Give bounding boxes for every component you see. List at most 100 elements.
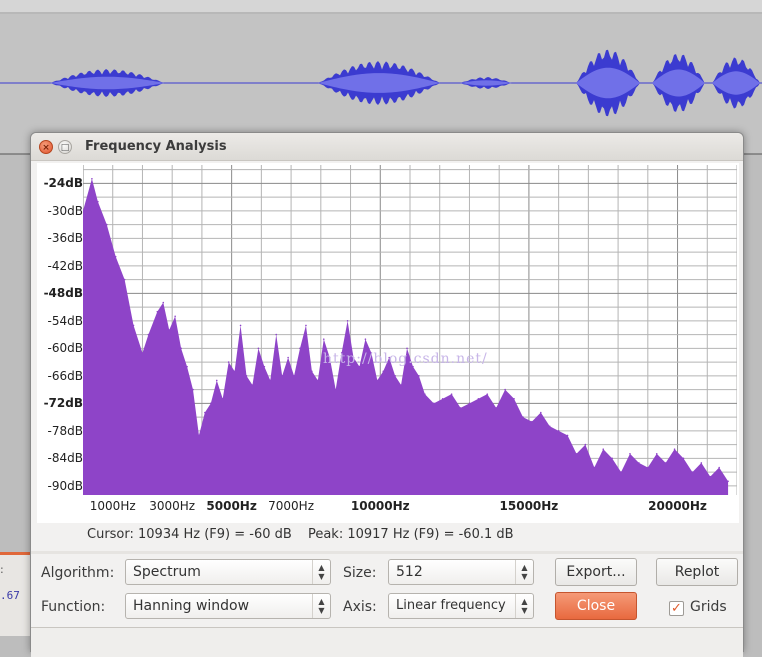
size-select[interactable]: 512 ▲ ▼ — [388, 559, 534, 585]
algorithm-value: Spectrum — [133, 564, 201, 580]
spectrum-point — [311, 370, 313, 373]
spectrum-point — [322, 338, 325, 340]
title-bar[interactable]: × □ Frequency Analysis — [31, 133, 743, 161]
x-tick-label: 5000Hz — [206, 499, 257, 513]
spectrum-point — [334, 388, 337, 391]
axis-select[interactable]: Linear frequency ▲ ▼ — [388, 593, 534, 619]
close-button[interactable]: Close — [555, 592, 637, 620]
spectrum-point — [557, 430, 560, 432]
x-tick-label: 10000Hz — [350, 499, 410, 513]
spectrum-point — [192, 388, 194, 391]
window-title: Frequency Analysis — [85, 139, 227, 154]
spectrum-point — [593, 466, 596, 469]
spectrum-point — [691, 471, 694, 473]
spectrum-point — [394, 375, 396, 377]
divider — [31, 551, 743, 554]
arrow-down-icon: ▼ — [318, 572, 325, 581]
function-label: Function: — [41, 599, 106, 615]
spectrum-point — [727, 480, 729, 483]
spectrum-point — [513, 397, 515, 400]
spectrum-point — [204, 411, 206, 414]
spectrum-point — [424, 393, 426, 395]
spectrum-point — [468, 402, 471, 405]
spectrum-point — [566, 434, 569, 437]
spectrum-point — [174, 315, 176, 318]
spectrum-point — [540, 411, 542, 414]
spectrum-point — [709, 475, 712, 478]
algorithm-select[interactable]: Spectrum ▲ ▼ — [125, 559, 331, 585]
spectrum-point — [114, 255, 117, 258]
waveform-clip-rms — [318, 73, 440, 93]
x-tick-label: 20000Hz — [648, 499, 707, 513]
spectrum-point — [620, 471, 622, 473]
x-tick-label: 7000Hz — [268, 499, 315, 513]
function-select[interactable]: Hanning window ▲ ▼ — [125, 593, 331, 619]
spectrum-area — [83, 178, 729, 495]
y-tick-label: -78dB — [47, 423, 83, 438]
waveform-clip-rms — [712, 71, 760, 95]
spectrum-point — [227, 361, 230, 363]
spectrum-point — [83, 210, 84, 212]
spectrum-point — [418, 375, 420, 377]
grids-label: Grids — [690, 599, 727, 615]
spectrum-point — [97, 200, 99, 203]
spectrum-point — [186, 365, 188, 368]
spectrum-chart[interactable] — [83, 165, 737, 495]
y-axis-labels: -24dB -30dB -36dB -42dB -48dB -54dB -60dB -66dB… — [37, 163, 83, 493]
background-waveform-track — [0, 0, 762, 155]
spectrum-point — [281, 375, 283, 377]
spectrum-point — [364, 338, 367, 340]
spin-arrows-icon: ▲ ▼ — [312, 594, 330, 618]
spectrum-point — [299, 347, 301, 350]
spectrum-point — [210, 402, 212, 405]
spectrum-point — [495, 407, 498, 409]
track-time-readout: .67 — [0, 589, 20, 602]
spectrum-point — [575, 452, 578, 455]
spectrum-point — [531, 420, 533, 423]
x-axis-labels: 1000Hz 3000Hz 5000Hz 7000Hz 10000Hz 15000Hz 20… — [83, 499, 737, 519]
spectrum-point — [602, 448, 605, 450]
grids-checkbox[interactable]: ✓ — [669, 601, 684, 616]
size-label: Size: — [343, 565, 377, 581]
spectrum-point — [215, 379, 218, 382]
spectrum-point — [647, 466, 649, 469]
spectrum-point — [147, 333, 150, 336]
spectrum-point — [370, 352, 373, 354]
arrow-up-icon: ▲ — [318, 563, 325, 572]
y-tick-label: -54dB — [47, 313, 83, 328]
spectrum-point — [682, 457, 685, 460]
window-close-icon[interactable]: × — [39, 140, 53, 154]
spectrum-point — [162, 301, 165, 304]
status-line: Cursor: 10934 Hz (F9) = -60 dB Peak: 109… — [87, 527, 526, 542]
spectrum-point — [287, 356, 289, 359]
spectrum-point — [477, 397, 480, 400]
spectrum-point — [629, 452, 631, 455]
spectrum-point — [251, 384, 254, 386]
export-button[interactable]: Export... — [555, 558, 637, 586]
axis-label: Axis: — [343, 599, 377, 615]
spectrum-point — [718, 466, 720, 469]
spectrum-point — [328, 356, 331, 359]
spectrum-plot[interactable]: -24dB -30dB -36dB -42dB -48dB -54dB -60dB -66dB… — [37, 163, 739, 523]
spectrum-point — [317, 379, 319, 382]
spectrum-point — [382, 370, 385, 373]
spectrum-point — [522, 416, 524, 418]
spectrum-point — [441, 397, 444, 400]
y-tick-label: -84dB — [47, 451, 83, 466]
spectrum-point — [352, 356, 355, 359]
spectrum-point — [504, 388, 506, 391]
spectrum-point — [346, 320, 349, 322]
replot-button[interactable]: Replot — [656, 558, 738, 586]
function-value: Hanning window — [133, 598, 250, 614]
spectrum-point — [700, 462, 703, 464]
arrow-down-icon: ▼ — [318, 606, 325, 615]
size-value: 512 — [396, 564, 423, 580]
frequency-analysis-dialog: × □ Frequency Analysis -24dB -30dB -36dB -4… — [30, 132, 744, 657]
y-tick-label: -66dB — [47, 368, 83, 383]
spectrum-point — [180, 347, 182, 350]
spectrum-point — [655, 452, 658, 455]
x-tick-label: 15000Hz — [499, 499, 559, 513]
spectrum-point — [156, 310, 159, 313]
window-maximize-icon[interactable]: □ — [58, 140, 72, 154]
y-tick-label: -48dB — [43, 286, 83, 301]
